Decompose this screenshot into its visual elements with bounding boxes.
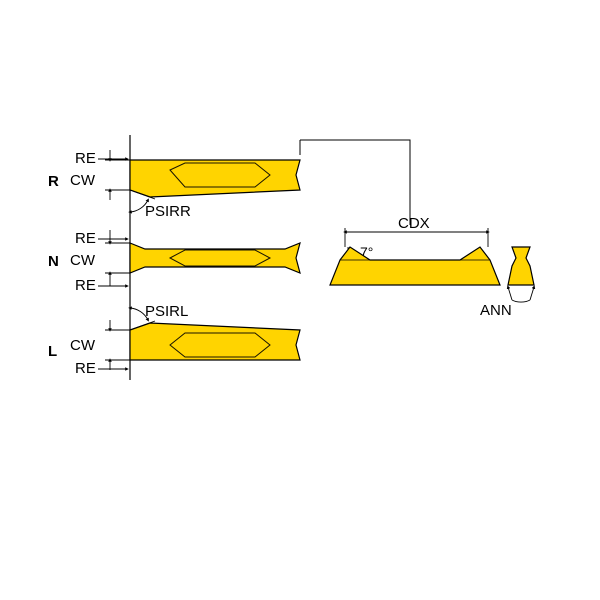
insert-r-group: R RE CW PSIRR [48, 150, 300, 220]
insert-n-body [130, 243, 300, 273]
cw-label-n: CW [70, 252, 96, 269]
end-view-body [508, 247, 534, 285]
insert-l-body [130, 323, 300, 360]
cdx-label: CDX [398, 215, 430, 232]
cw-label-r: CW [70, 172, 96, 189]
insert-l-group: L PSIRL CW RE [48, 303, 300, 377]
re-label-n-bot: RE [75, 277, 96, 294]
row-label-r: R [48, 173, 59, 190]
re-label-r: RE [75, 150, 96, 167]
cw-label-l: CW [70, 337, 96, 354]
psirr-label: PSIRR [145, 203, 191, 220]
insert-n-group: N RE CW RE [48, 230, 300, 294]
re-label-n-top: RE [75, 230, 96, 247]
row-label-l: L [48, 343, 57, 360]
connector-line [300, 140, 410, 225]
row-label-n: N [48, 253, 59, 270]
side-view-group: CDX 7° [330, 215, 500, 285]
side-view-body [330, 247, 500, 285]
technical-diagram: R RE CW PSIRR N RE CW [0, 0, 600, 600]
insert-r-body [130, 160, 300, 197]
ann-label: ANN [480, 302, 512, 319]
psirl-label: PSIRL [145, 303, 188, 320]
re-label-l: RE [75, 360, 96, 377]
